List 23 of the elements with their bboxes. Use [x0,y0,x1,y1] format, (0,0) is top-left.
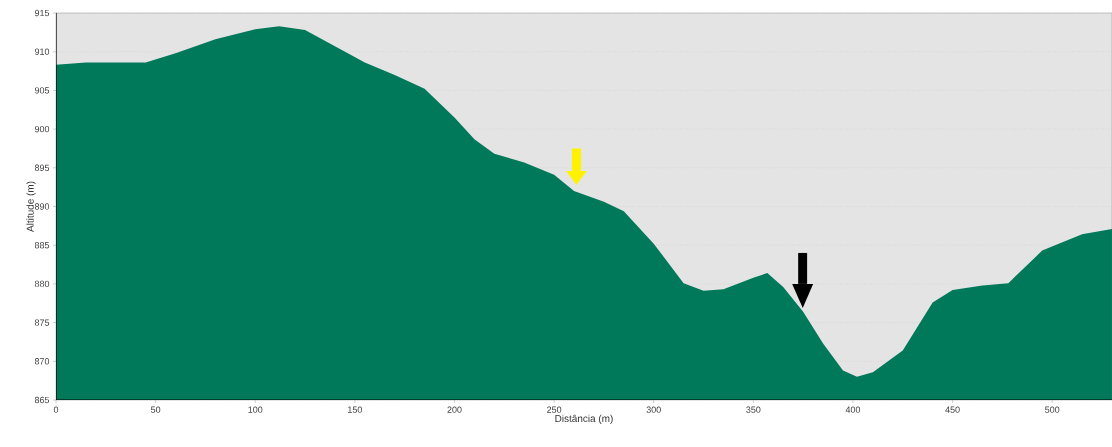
x-tick-label: 50 [150,406,161,413]
y-tick-label: 885 [34,242,50,249]
y-tick-label: 880 [34,280,50,288]
y-tick-label: 905 [34,87,50,94]
y-tick-label: 895 [34,164,50,171]
x-tick-label: 450 [945,406,960,413]
y-tick-label: 890 [34,203,50,210]
y-tick-label: 915 [34,9,50,17]
x-tick-label: 250 [547,406,562,413]
x-tick-label: 400 [845,406,861,413]
y-tick-label: 870 [34,358,50,365]
x-tick-label: 200 [447,406,462,413]
x-tick-label: 150 [348,406,362,413]
x-tick-label: 500 [1045,406,1060,413]
y-tick-label: 910 [34,48,50,55]
x-tick-label: 0 [53,406,59,413]
x-tick-label: 100 [248,406,263,413]
y-tick-label: 865 [34,396,50,404]
x-axis-title: Distância (m) [555,414,613,425]
x-tick-label: 350 [746,406,761,413]
y-tick-label: 900 [34,125,50,133]
y-tick-label: 875 [34,319,50,326]
x-tick-label: 300 [646,406,661,413]
